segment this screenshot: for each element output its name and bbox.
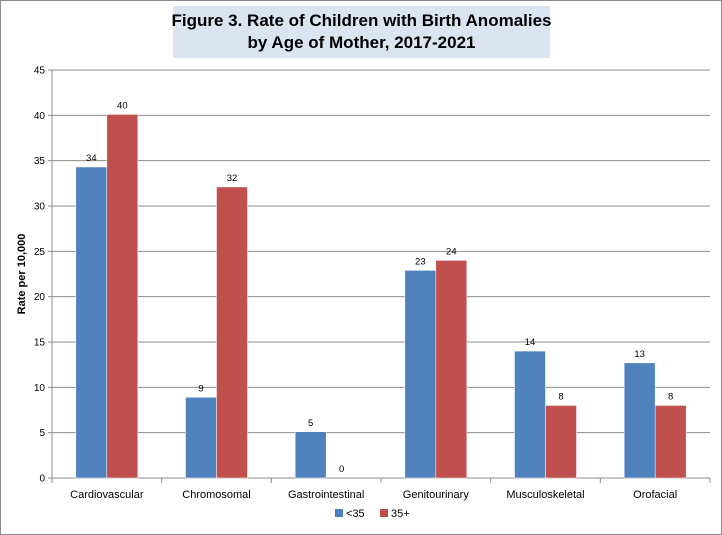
bar-35-plus — [106, 114, 139, 479]
legend-label: 35+ — [391, 508, 410, 520]
data-label: 32 — [227, 173, 238, 184]
chart-title-line-2: by Age of Mother, 2017-2021 — [247, 33, 476, 52]
legend-swatch — [335, 509, 343, 517]
y-tick-label: 25 — [34, 247, 46, 258]
data-label: 14 — [525, 337, 536, 348]
legend-label: <35 — [346, 508, 365, 520]
legend-swatch — [380, 509, 388, 517]
bar-35-plus — [545, 405, 577, 479]
y-tick-label: 10 — [34, 383, 46, 394]
data-label: 0 — [339, 464, 344, 475]
data-label: 13 — [634, 349, 645, 360]
x-tick-label: Genitourinary — [403, 489, 470, 501]
gridlines — [52, 69, 710, 434]
data-label: 8 — [558, 391, 563, 402]
y-tick-label: 0 — [39, 474, 45, 485]
bar-35-plus — [435, 260, 468, 479]
data-label: 40 — [117, 100, 128, 111]
data-label: 9 — [198, 383, 203, 394]
bar-35-plus — [216, 186, 248, 479]
y-tick-label: 35 — [34, 156, 46, 167]
y-tick-label: 45 — [34, 66, 46, 77]
bar-under-35 — [623, 362, 656, 479]
data-label: 34 — [86, 153, 97, 164]
data-label: 23 — [415, 256, 426, 267]
y-tick-label: 15 — [34, 338, 46, 349]
x-tick-label: Chromosomal — [182, 489, 250, 501]
legend: <35 35+ — [335, 508, 410, 520]
bar-under-35 — [404, 270, 437, 479]
chart-title-box: Figure 3. Rate of Children with Birth An… — [171, 6, 552, 58]
y-tick-label: 30 — [34, 202, 46, 213]
x-tick-label: Orofacial — [633, 489, 677, 501]
data-labels: 34 40 9 32 5 0 23 24 14 8 13 8 — [86, 100, 673, 475]
data-label: 24 — [446, 246, 457, 257]
axes: 0 5 10 15 20 25 30 35 40 45 Cardiovascular Chromoso… — [34, 66, 711, 501]
data-label: 8 — [668, 391, 673, 402]
x-tick-label: Musculoskeletal — [506, 489, 584, 501]
chart-title-line-1: Figure 3. Rate of Children with Birth An… — [171, 11, 552, 30]
bar-under-35 — [185, 397, 217, 479]
x-tick-label: Gastrointestinal — [288, 489, 364, 501]
y-axis-title: Rate per 10,000 — [16, 234, 28, 315]
x-tick-label: Cardiovascular — [70, 489, 144, 501]
data-label: 5 — [308, 418, 313, 429]
bar-under-35 — [514, 350, 546, 479]
bar-35-plus — [654, 405, 687, 479]
y-tick-label: 20 — [34, 292, 46, 303]
bars — [75, 114, 687, 479]
y-tick-label: 5 — [39, 428, 45, 439]
y-tick-label: 40 — [34, 111, 46, 122]
bar-under-35 — [75, 166, 108, 479]
bar-under-35 — [294, 431, 327, 479]
